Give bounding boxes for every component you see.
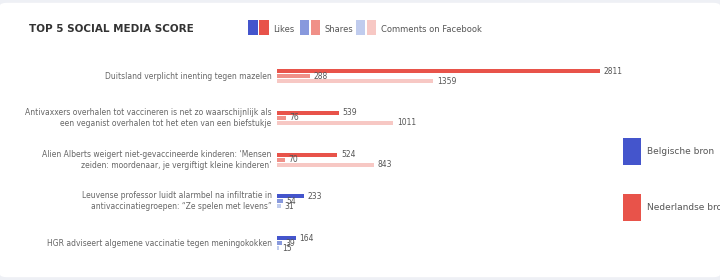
Bar <box>277 69 600 73</box>
Text: 39: 39 <box>285 239 295 248</box>
Text: Comments on Facebook: Comments on Facebook <box>380 25 482 34</box>
Bar <box>277 236 296 240</box>
Bar <box>277 158 285 162</box>
Text: 31: 31 <box>284 202 294 211</box>
Text: Belgische bron: Belgische bron <box>647 147 714 156</box>
Text: 15: 15 <box>282 244 292 253</box>
Text: Nederlandse bron: Nederlandse bron <box>647 203 720 212</box>
Bar <box>277 153 338 157</box>
Bar <box>277 79 433 83</box>
Text: TOP 5 SOCIAL MEDIA SCORE: TOP 5 SOCIAL MEDIA SCORE <box>29 24 194 34</box>
Text: 76: 76 <box>289 113 299 122</box>
Text: 2811: 2811 <box>604 67 623 76</box>
Bar <box>277 199 284 203</box>
Bar <box>277 111 339 115</box>
Bar <box>277 194 304 199</box>
Bar <box>277 116 286 120</box>
Text: 1011: 1011 <box>397 118 416 127</box>
Bar <box>277 121 393 125</box>
Bar <box>277 74 310 78</box>
Text: 233: 233 <box>307 192 322 201</box>
Bar <box>277 246 279 250</box>
Text: 54: 54 <box>287 197 297 206</box>
Text: 539: 539 <box>343 108 357 117</box>
Text: Shares: Shares <box>324 25 353 34</box>
Bar <box>277 162 374 167</box>
Text: 843: 843 <box>377 160 392 169</box>
Text: 164: 164 <box>300 234 314 242</box>
Text: 1359: 1359 <box>437 77 456 86</box>
Bar <box>277 241 282 245</box>
Text: 524: 524 <box>341 150 356 159</box>
Bar <box>277 204 281 208</box>
Text: 70: 70 <box>289 155 299 164</box>
Text: 288: 288 <box>314 72 328 81</box>
Text: Likes: Likes <box>273 25 294 34</box>
